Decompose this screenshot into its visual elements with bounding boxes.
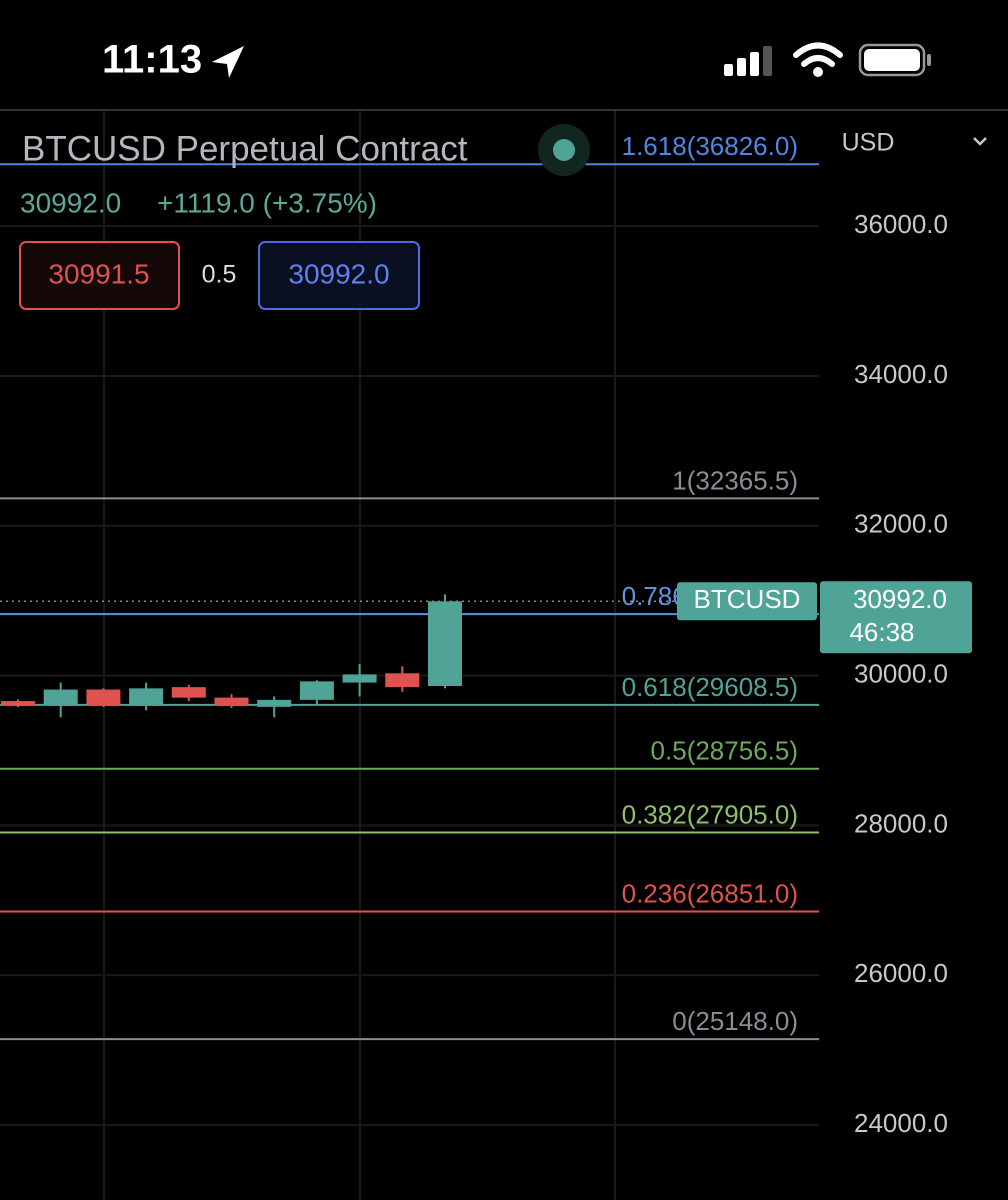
candle-body [385,673,420,688]
header-price: 30992.0 [20,187,121,218]
fib-label: 0.618(29608.5) [622,672,798,702]
candle-body [257,699,292,707]
clock: 11:13 [102,38,202,82]
candle-body [1,701,35,706]
candle-body [86,689,121,706]
candle-body [342,674,377,683]
candle-body [171,687,206,698]
signal-icon [724,46,772,76]
y-tick-label: 30000.0 [854,658,948,688]
battery-tip [927,54,931,66]
wifi-dot [813,67,823,77]
price-axis: 36000.0 34000.0 32000.0 30000.0 28000.0 26000… [854,209,948,1138]
ask-price: 30992.0 [288,258,389,289]
candles [1,594,462,718]
y-tick-label: 26000.0 [854,958,948,988]
header-change: +1119.0 (+3.75%) [157,187,377,218]
y-tick-label: 24000.0 [854,1108,948,1138]
fib-label: 1(32365.5) [672,465,798,495]
location-icon [212,46,244,78]
y-tick-label: 34000.0 [854,359,948,389]
candle-body [129,688,164,706]
fib-label: 0.5(28756.5) [651,736,798,766]
bid-button[interactable] [19,241,180,310]
ask-button[interactable] [258,241,420,310]
status-dot [553,139,575,161]
wifi-icon [793,42,843,67]
bid-price: 30991.5 [48,258,149,289]
candle-body [43,689,78,706]
symbol-title: BTCUSD Perpetual Contract [22,129,468,168]
battery-level [864,49,920,71]
fib-label: 1.618(36826.0) [622,131,798,161]
countdown: 46:38 [849,617,914,647]
spread: 0.5 [202,261,237,289]
fib-levels: 1.618(36826.0)1(32365.5)0.786(30821.0)0.… [0,131,819,1041]
symbol-tag-bg [677,582,817,621]
candle-body [214,697,249,706]
fib-label: 0.236(26851.0) [622,878,798,908]
currency-bg [822,118,1008,170]
price-tag: 30992.0 [853,584,947,614]
fib-label: 0(25148.0) [672,1006,798,1036]
currency-selector[interactable]: USD [842,129,895,157]
price-tag-bg [820,581,972,654]
battery-outline [858,43,926,77]
chevron [973,137,987,146]
candle-body [299,681,334,700]
y-tick-label: 28000.0 [854,808,948,838]
candle-body [428,601,462,687]
y-tick-label: 32000.0 [854,509,948,539]
symbol-tag: BTCUSD [694,584,801,614]
fib-label: 0.382(27905.0) [622,799,798,829]
price-tags: BTCUSD 30992.046:38 [677,581,972,654]
y-tick-label: 36000.0 [854,209,948,239]
